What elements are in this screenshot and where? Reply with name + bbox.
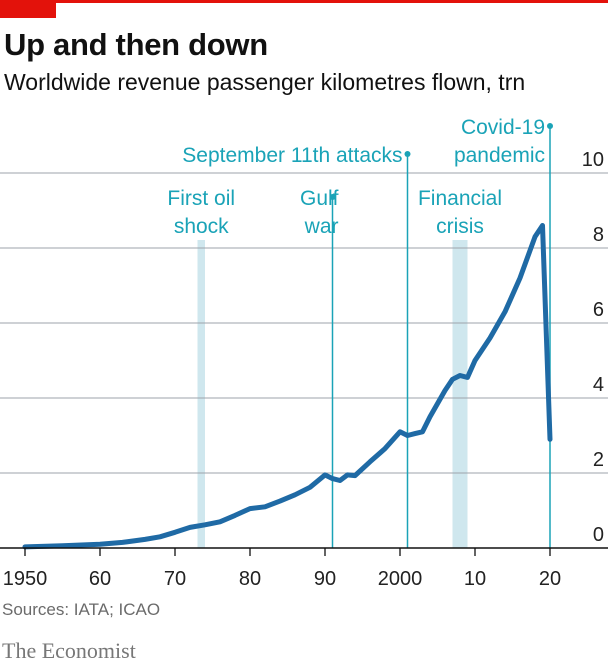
annotation-bands [197, 240, 468, 548]
annotation-dot [547, 123, 553, 129]
annotation-dot [329, 194, 336, 200]
y-tick-label: 10 [582, 149, 604, 171]
annotation-label: First oil [167, 187, 235, 210]
source-note: Sources: IATA; ICAO [2, 600, 161, 619]
chart-subtitle: Worldwide revenue passenger kilometres f… [4, 69, 526, 95]
brand-top-rule [0, 0, 608, 3]
series-line-0 [22, 223, 553, 550]
annotation-band [452, 240, 468, 548]
chart-title: Up and then down [4, 27, 268, 62]
y-tick-label: 6 [593, 299, 604, 321]
axes: 0 2 4 6 8 10 1950 60 70 80 90 2000 10 20 [0, 149, 608, 590]
annotation-label: war [304, 215, 339, 238]
y-tick-label: 0 [593, 524, 604, 546]
y-tick-label: 2 [593, 449, 604, 471]
brand-logo: The Economist [2, 638, 136, 663]
annotation-label: pandemic [454, 144, 545, 167]
annotation-label: September 11th attacks [182, 144, 402, 167]
brand-red-tag [0, 0, 56, 18]
series-layer [22, 223, 553, 550]
x-tick-label: 90 [314, 568, 336, 590]
line-chart: First oil shock Gulf war September 11th atta… [0, 116, 608, 590]
x-tick-label: 70 [164, 568, 186, 590]
annotations: First oil shock Gulf war September 11th atta… [167, 116, 553, 548]
x-tick-label: 1950 [3, 568, 48, 590]
y-tick-label: 8 [593, 224, 604, 246]
x-tick-label: 2000 [378, 568, 423, 590]
x-tick-label: 10 [464, 568, 486, 590]
annotation-label: Gulf [300, 187, 339, 210]
x-tick-label: 60 [89, 568, 111, 590]
annotation-band [197, 240, 205, 548]
x-tick-label: 20 [539, 568, 561, 590]
annotation-label: crisis [436, 215, 484, 238]
annotation-label: Financial [418, 187, 502, 210]
annotation-dot [404, 151, 411, 157]
annotation-label: Covid-19 [461, 116, 545, 139]
x-tick-label: 80 [239, 568, 261, 590]
annotation-label: shock [174, 215, 229, 238]
gridlines [0, 172, 608, 474]
y-tick-label: 4 [593, 374, 604, 396]
